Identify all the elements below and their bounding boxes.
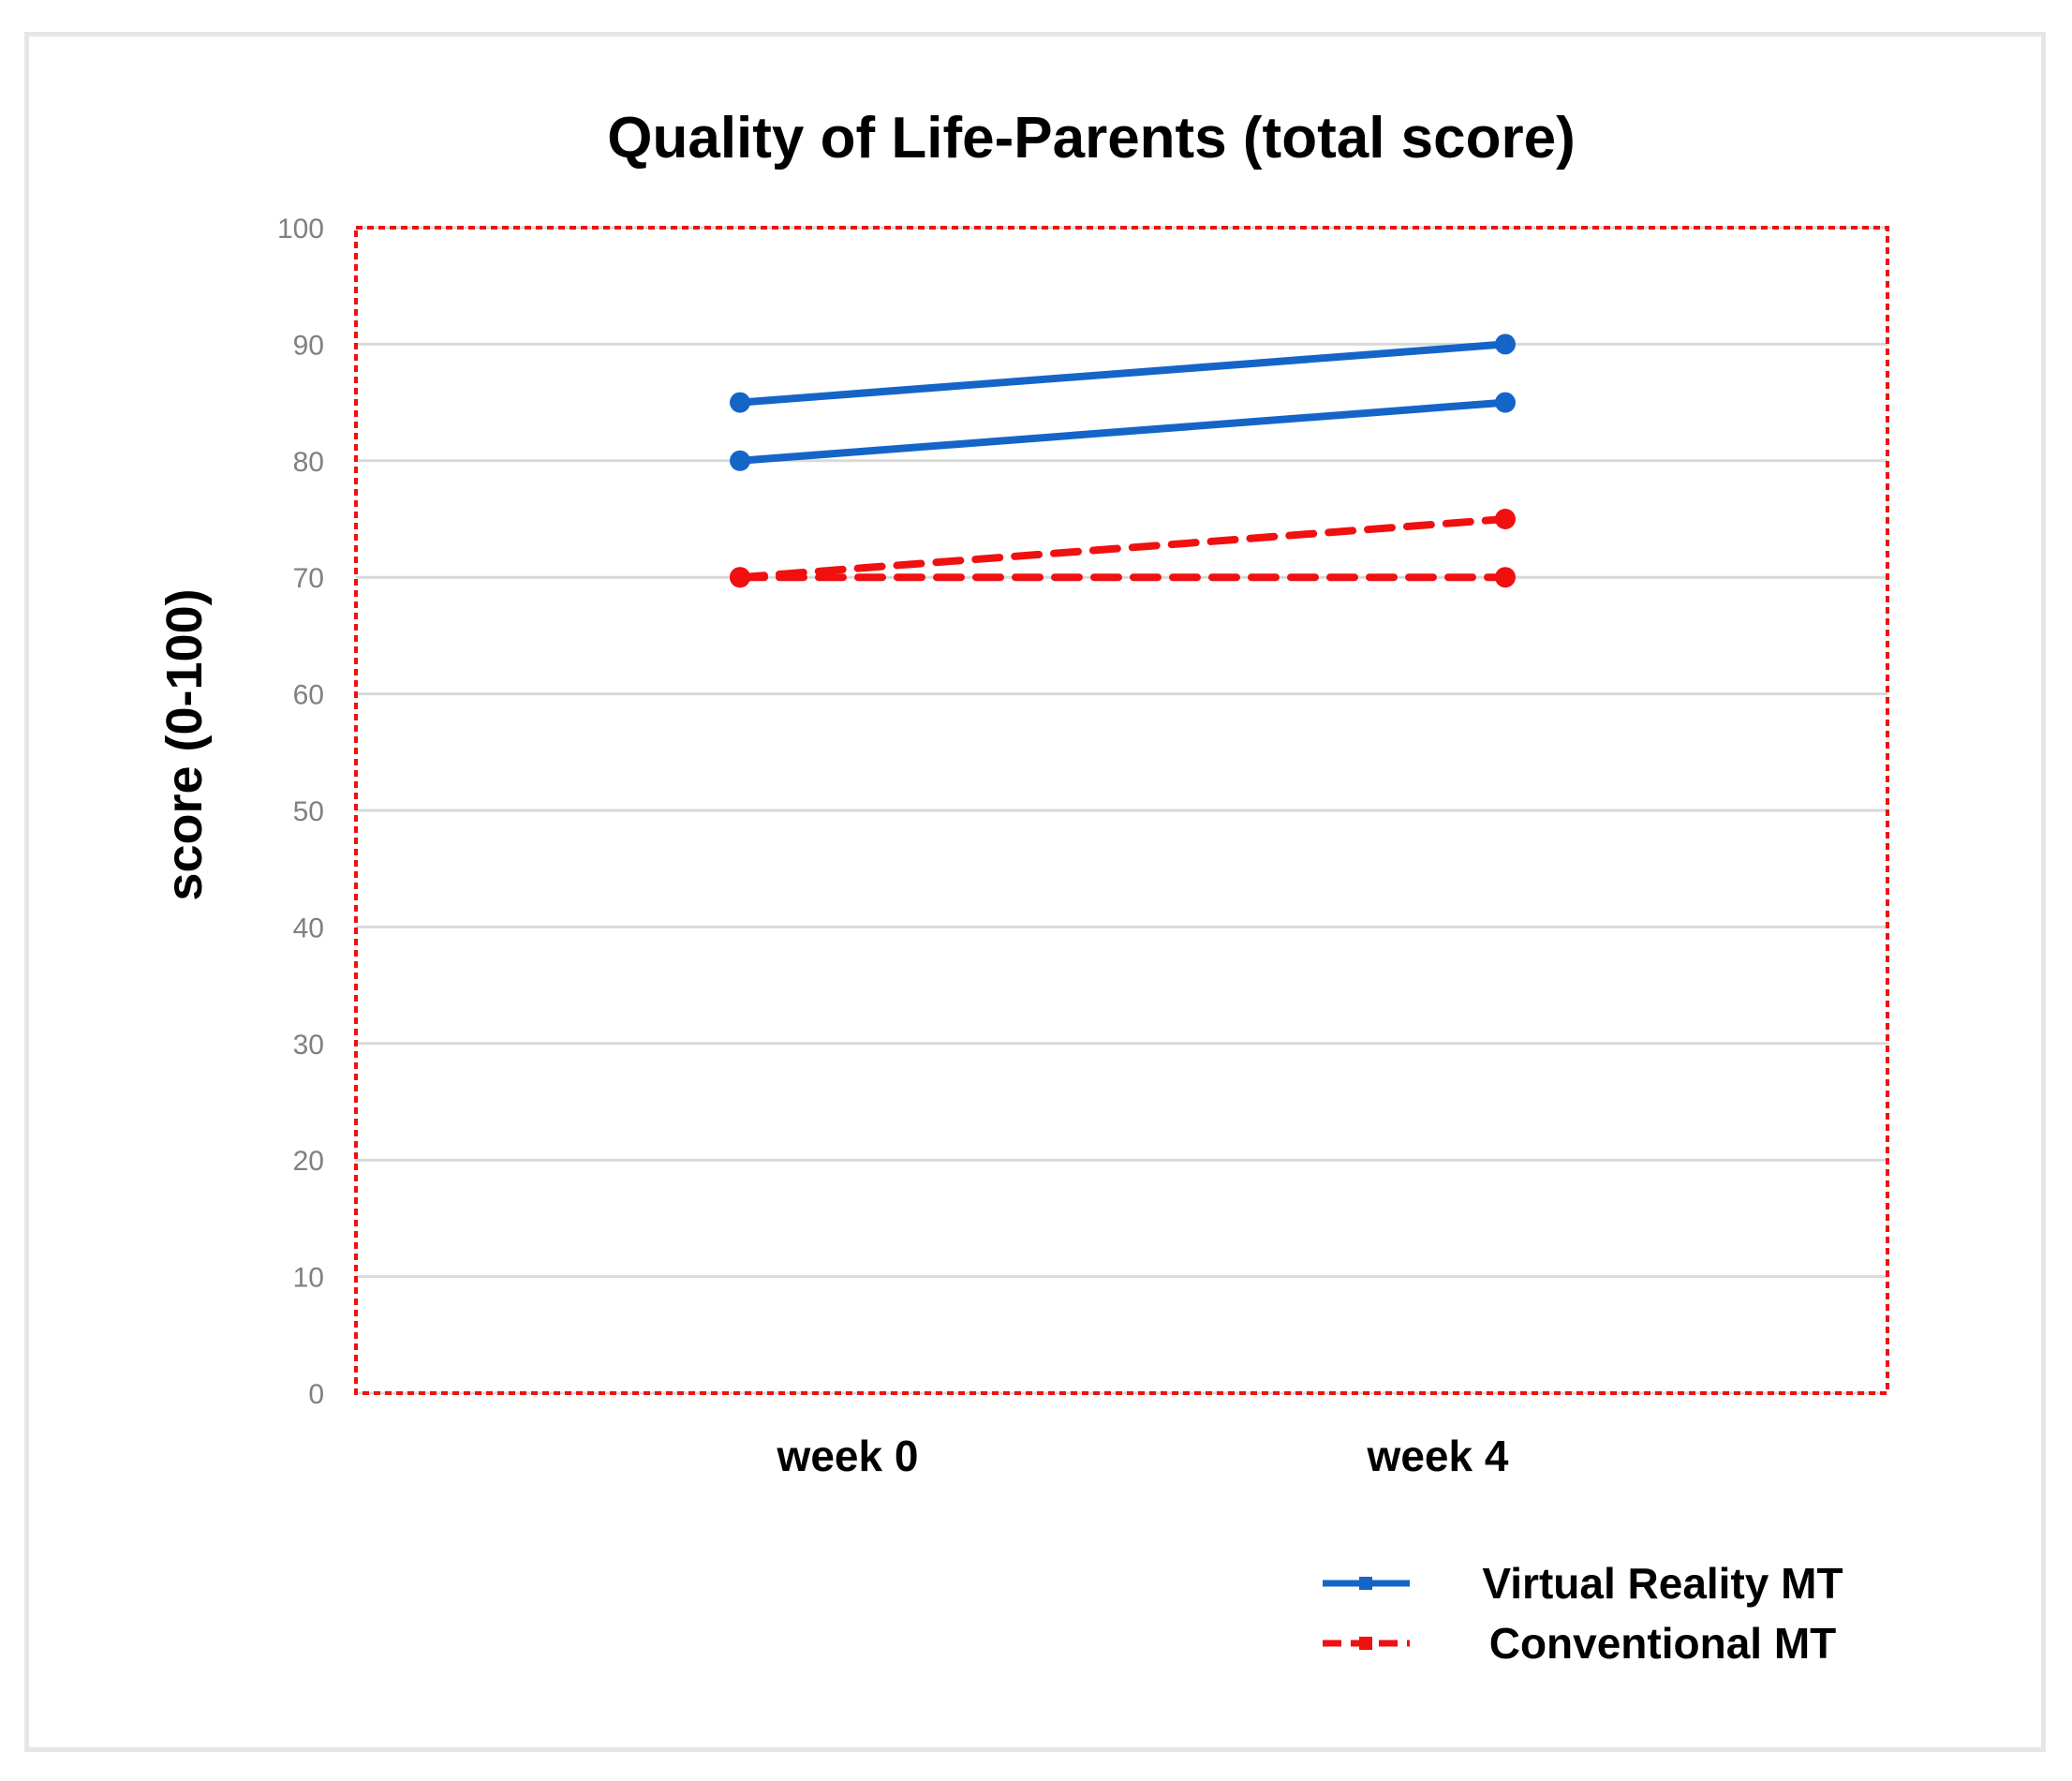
legend-label-1: Virtual Reality MT — [1482, 1559, 1843, 1608]
data-point-2-week-0 — [730, 450, 750, 471]
y-tick-label-10: 10 — [293, 1263, 324, 1294]
y-tick-label-0: 0 — [308, 1379, 324, 1410]
x-axis-ticks: week 0 week 4 — [777, 1432, 1509, 1480]
series-line-3 — [736, 515, 1509, 582]
legend-swatch-marker-2 — [1359, 1637, 1372, 1650]
legend-item-1: Virtual Reality MT — [1323, 1559, 1843, 1608]
series-4 — [730, 567, 1516, 588]
plot-area-border — [354, 226, 1889, 1395]
series-2 — [730, 392, 1516, 471]
data-point-1-week-0 — [730, 392, 750, 413]
series-3 — [730, 509, 1516, 588]
gridlines — [356, 226, 1887, 1395]
y-axis-label: score (0-100) — [156, 588, 213, 900]
y-tick-label-20: 20 — [293, 1146, 324, 1177]
legend-swatch-marker-1 — [1359, 1577, 1372, 1590]
y-tick-label-80: 80 — [293, 447, 324, 478]
series-1 — [730, 334, 1516, 413]
legend-label-2: Conventional MT — [1489, 1619, 1837, 1668]
y-tick-label-70: 70 — [293, 563, 324, 594]
chart-title: Quality of Life-Parents (total score) — [607, 106, 1576, 171]
data-point-4-week-0 — [730, 567, 750, 588]
legend: Virtual Reality MT Conventional MT — [1323, 1559, 1843, 1668]
y-tick-label-30: 30 — [293, 1030, 324, 1061]
y-tick-label-40: 40 — [293, 913, 324, 943]
series-line-1 — [736, 340, 1509, 407]
y-tick-label-60: 60 — [293, 680, 324, 711]
y-axis-ticks: 0 10 20 30 40 50 60 70 80 90 100 — [277, 214, 324, 1410]
x-tick-label-week-4: week 4 — [1367, 1432, 1509, 1480]
x-tick-label-week-0: week 0 — [777, 1432, 919, 1480]
y-tick-label-90: 90 — [293, 330, 324, 361]
data-point-4-week-4 — [1495, 567, 1516, 588]
figure-frame — [24, 32, 2046, 1752]
series-layer — [730, 334, 1516, 588]
y-tick-label-50: 50 — [293, 796, 324, 827]
series-line-2 — [736, 398, 1509, 465]
y-tick-label-100: 100 — [277, 214, 324, 245]
data-point-3-week-4 — [1495, 509, 1516, 529]
data-point-1-week-4 — [1495, 334, 1516, 355]
legend-item-2: Conventional MT — [1323, 1619, 1836, 1668]
data-point-2-week-4 — [1495, 392, 1516, 413]
